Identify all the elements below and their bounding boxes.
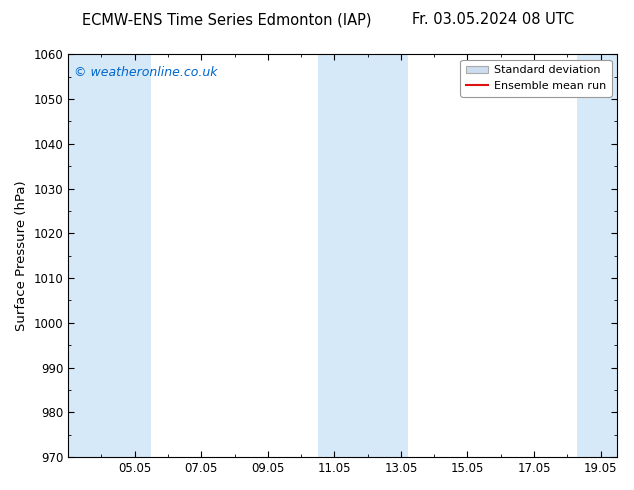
Text: © weatheronline.co.uk: © weatheronline.co.uk <box>74 66 217 79</box>
Bar <box>68 54 152 457</box>
Bar <box>577 54 617 457</box>
Legend: Standard deviation, Ensemble mean run: Standard deviation, Ensemble mean run <box>460 60 612 97</box>
Y-axis label: Surface Pressure (hPa): Surface Pressure (hPa) <box>15 180 28 331</box>
Text: ECMW-ENS Time Series Edmonton (IAP): ECMW-ENS Time Series Edmonton (IAP) <box>82 12 372 27</box>
Text: Fr. 03.05.2024 08 UTC: Fr. 03.05.2024 08 UTC <box>412 12 574 27</box>
Bar <box>318 54 408 457</box>
